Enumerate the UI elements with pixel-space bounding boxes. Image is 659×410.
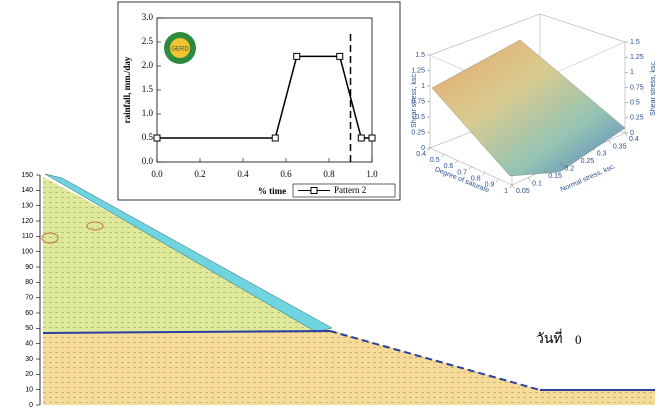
z2-tick-label: 0.5 (630, 100, 640, 107)
y-tick-label: 1.0 (142, 108, 154, 118)
y-tick-label: 50 (25, 325, 33, 332)
point (358, 135, 364, 141)
x-tick-label: 0.4 (237, 169, 249, 179)
section: วันที่ 0 0 10 20 30 40 50 60 70 80 90 100 110 120 130… (21, 172, 655, 409)
z2-axis-title: Shear stress, ksc. (650, 60, 657, 116)
tick (428, 148, 430, 151)
point (337, 53, 343, 59)
z2-tick-label: 1 (630, 69, 634, 76)
tick (609, 140, 611, 143)
y-tick-label: 140 (21, 187, 33, 194)
tick (625, 133, 627, 136)
y-tick-label: 0.1 (532, 180, 542, 187)
z-tick-label: 0.25 (411, 129, 425, 136)
z-tick-label: 1.25 (411, 67, 425, 74)
tick (510, 185, 512, 188)
y-tick-label: 2.0 (142, 60, 154, 70)
legend-marker (311, 188, 317, 194)
y-tick-label: 0.0 (142, 156, 154, 166)
day-label: วันที่ (536, 329, 563, 347)
y-tick-label: 30 (25, 356, 33, 363)
x-tick-label: 1 (504, 188, 508, 195)
y-tick-label: 0.2 (564, 166, 574, 173)
y-tick-label: 70 (25, 295, 33, 302)
y-tick-label: 0.25 (581, 158, 595, 165)
x-tick-label: 0.5 (430, 157, 440, 164)
y-tick-label: 0.05 (516, 188, 530, 195)
z-tick-label: 1.5 (415, 52, 425, 59)
surface-panel: Shear stress, ksc. Shear stress, ksc. De… (411, 14, 657, 195)
z2-tick-label: 1.25 (630, 54, 644, 61)
point (369, 135, 375, 141)
x-tick-label: 0.7 (457, 169, 467, 176)
screen: วันที่ 0 0 10 20 30 40 50 60 70 80 90 100 110 120 130… (0, 0, 659, 410)
y-tick-label: 40 (25, 341, 33, 348)
tick (528, 178, 530, 181)
tick (455, 160, 457, 163)
y-tick-label: 0.3 (597, 151, 607, 158)
z-tick-label: 1 (421, 83, 425, 90)
y-tick-label: 120 (21, 218, 33, 225)
y-tick-label: 20 (25, 371, 33, 378)
z-tick-label: 0.5 (415, 114, 425, 121)
x-tick-label: 1.0 (366, 169, 378, 179)
z2-tick-label: 0.75 (630, 84, 644, 91)
y-tick-label: 90 (25, 264, 33, 271)
y-tick-label: 80 (25, 279, 33, 286)
y-tick-label: 130 (21, 203, 33, 210)
x-tick-label: 0.8 (323, 169, 335, 179)
x-tick-label: 0.0 (151, 169, 163, 179)
y-tick-label: 60 (25, 310, 33, 317)
z2-tick-label: 0.25 (630, 115, 644, 122)
flow-vectors (43, 330, 655, 405)
tick (512, 185, 514, 188)
y-tick-label: 0.15 (548, 173, 562, 180)
y-tick-label: 1.5 (142, 84, 154, 94)
y-tick-label: 0.5 (142, 132, 154, 142)
y-tick-label: 110 (22, 233, 33, 240)
y-tick-label: 150 (21, 172, 33, 179)
legend-label: Pattern 2 (334, 185, 366, 195)
x-tick-label: 0.6 (280, 169, 292, 179)
x-tick-label: 0.9 (485, 182, 495, 189)
point (154, 135, 160, 141)
y-tick-label: 3.0 (142, 12, 154, 22)
day-value: 0 (575, 332, 582, 347)
point (294, 53, 300, 59)
tick (469, 167, 471, 170)
y-tick-label: 2.5 (142, 36, 154, 46)
y-tick-label: 0 (29, 402, 33, 409)
logo-text: GERD (171, 47, 189, 53)
y-axis-title: rainfall, mm./day (122, 56, 132, 123)
x-tick-label: 0.4 (416, 151, 426, 158)
tick (496, 179, 498, 182)
tick (483, 173, 485, 176)
point (272, 135, 278, 141)
y-tick-label: 0.4 (629, 136, 639, 143)
x-tick-label: 0.2 (194, 169, 205, 179)
y-tick-label: 100 (21, 249, 33, 256)
rainfall-panel: GERD rainfall, mm./day % time 0.0 0.5 1.0 1… (118, 2, 400, 200)
x-tick-label: 0.6 (444, 163, 454, 170)
x-axis-title: % time (258, 186, 286, 196)
x-tick-label: 0.8 (471, 176, 481, 183)
tick (442, 154, 444, 157)
y-tick-label: 10 (25, 387, 33, 394)
z2-tick-label: 1.5 (630, 39, 640, 46)
z-tick-label: 0.75 (411, 98, 425, 105)
y-tick-label: 0.35 (613, 143, 627, 150)
